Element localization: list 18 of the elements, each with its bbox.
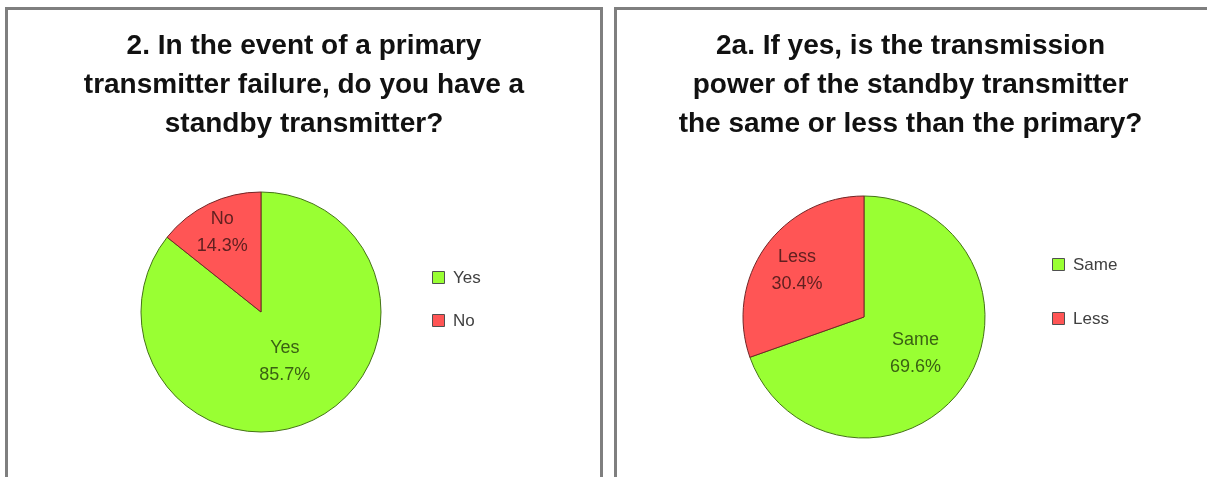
chart-title: 2. In the event of a primary transmitter failure, do you have a standby transmitter? bbox=[83, 29, 525, 138]
slice-label: Same bbox=[892, 329, 940, 350]
legend-label: No bbox=[453, 310, 475, 330]
legend-label: Less bbox=[1073, 308, 1109, 328]
pie-slice bbox=[166, 191, 262, 313]
legend-label: Same bbox=[1073, 254, 1118, 274]
legend-label: Yes bbox=[453, 267, 481, 287]
data-label: 85.7% bbox=[259, 364, 311, 385]
slice-label: No bbox=[210, 207, 234, 228]
slice-label: Less bbox=[777, 245, 817, 266]
data-label: 30.4% bbox=[771, 272, 823, 293]
pie-slice bbox=[140, 191, 382, 433]
data-label: 69.6% bbox=[890, 356, 942, 377]
pie-slice bbox=[742, 195, 865, 358]
data-label: 14.3% bbox=[196, 234, 248, 255]
pie-slice bbox=[749, 195, 986, 439]
slice-label: Yes bbox=[270, 337, 300, 358]
chart-title: 2a. If yes, is the transmission power of the standby transmitter the same or less than the primary? bbox=[678, 29, 1143, 138]
